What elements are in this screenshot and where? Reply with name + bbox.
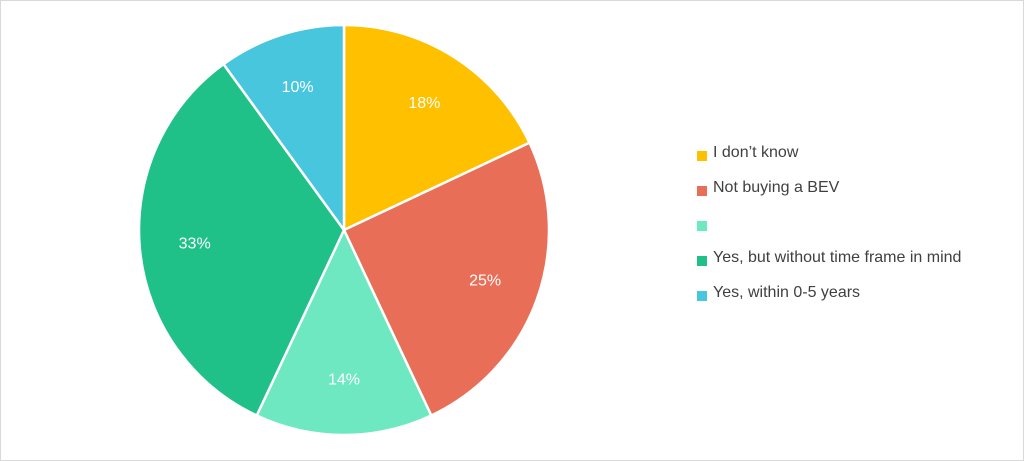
pie-slices [137, 23, 551, 437]
legend-label: Yes, but without time frame in mind [713, 249, 962, 266]
legend-swatch [697, 256, 707, 266]
legend-item: Not buying a BEV [697, 178, 1017, 198]
pie-data-labels: 18% 25% 14% 33% 10% [179, 79, 501, 389]
slice-data-label: 14% [328, 372, 360, 389]
legend-item: Yes, within 0-5 years [697, 283, 1017, 303]
pie-slice [137, 62, 346, 418]
pie-slice [342, 141, 551, 418]
slice-data-label: 10% [282, 79, 314, 96]
legend-swatch [697, 291, 707, 301]
slice-data-label: 18% [408, 95, 440, 112]
legend-swatch [697, 221, 707, 231]
legend-item [697, 213, 1017, 233]
pie-slice [221, 23, 346, 234]
legend-swatch [697, 151, 707, 161]
pie-slice [342, 23, 532, 232]
legend-label: Yes, within 0-5 years [713, 284, 861, 301]
legend-label: I don’t know [713, 144, 799, 161]
pie-slice [255, 227, 433, 437]
legend-item: Yes, but without time frame in mind [697, 248, 1017, 268]
slice-data-label: 33% [179, 236, 211, 253]
legend: I don’t know Not buying a BEV Yes, but wit… [697, 143, 1017, 318]
legend-item: I don’t know [697, 143, 1017, 163]
slice-data-label: 25% [469, 272, 501, 289]
legend-label: Not buying a BEV [713, 179, 840, 196]
legend-swatch [697, 186, 707, 196]
